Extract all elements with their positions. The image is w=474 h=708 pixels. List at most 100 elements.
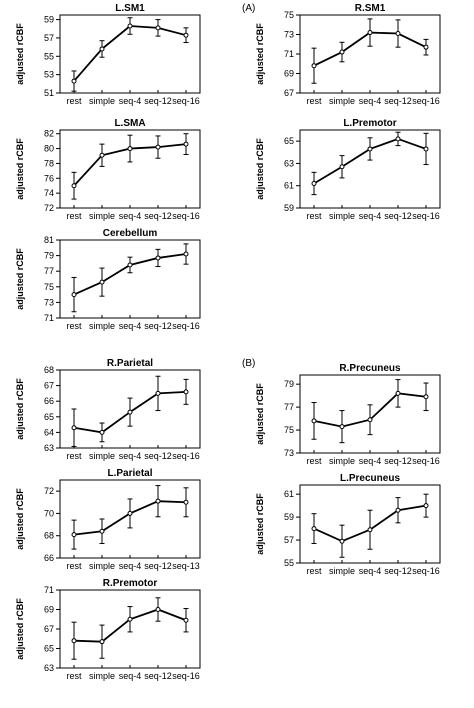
data-point [155, 144, 161, 150]
chart-title: R.Parietal [107, 358, 153, 369]
data-point [311, 418, 317, 424]
data-point [127, 616, 133, 622]
data-point [71, 425, 77, 431]
data-point [367, 30, 373, 36]
y-tick-label: 51 [44, 88, 54, 98]
chart-panel: L.SMA adjusted rCBF 72 74 76 78 80 82 rest simple… [0, 115, 230, 243]
y-tick-label: 66 [44, 553, 54, 563]
x-tick-label: simple [89, 671, 115, 681]
x-tick-label: seq-12 [144, 671, 172, 681]
x-tick-label: rest [306, 96, 322, 106]
chart-panel: R.Precuneus adjusted rCBF 73 75 77 79 rest simp… [240, 360, 470, 488]
x-tick-label: seq-16 [412, 211, 440, 221]
data-point [127, 510, 133, 516]
data-point [395, 31, 401, 37]
x-tick-label: rest [306, 456, 322, 466]
y-tick-label: 68 [44, 365, 54, 375]
chart-svg: R.SM1 adjusted rCBF 67 69 71 73 75 rest simple se… [255, 3, 441, 106]
plot-frame [59, 239, 201, 319]
data-point [367, 417, 373, 423]
x-tick-label: seq-4 [359, 456, 382, 466]
y-tick-label: 55 [284, 558, 294, 568]
data-point [127, 146, 133, 152]
data-point [99, 46, 105, 52]
y-tick-label: 63 [44, 663, 54, 673]
data-point [423, 44, 429, 50]
y-tick-label: 75 [284, 10, 294, 20]
y-tick-label: 72 [44, 203, 54, 213]
data-point [423, 503, 429, 509]
y-tick-label: 59 [44, 15, 54, 25]
data-point [127, 262, 133, 268]
x-tick-label: rest [66, 451, 82, 461]
y-tick-label: 66 [44, 396, 54, 406]
y-tick-label: 76 [44, 173, 54, 183]
chart-svg: L.SMA adjusted rCBF 72 74 76 78 80 82 rest simple… [15, 118, 201, 221]
y-tick-label: 53 [44, 70, 54, 80]
data-point [339, 49, 345, 55]
data-point [99, 279, 105, 285]
y-tick-label: 61 [284, 181, 294, 191]
y-tick-label: 65 [284, 136, 294, 146]
data-point [395, 136, 401, 142]
data-point [183, 251, 189, 257]
x-tick-label: seq-4 [359, 96, 382, 106]
y-tick-label: 57 [284, 535, 294, 545]
y-tick-label: 67 [284, 88, 294, 98]
data-point [155, 498, 161, 504]
y-tick-label: 73 [284, 30, 294, 40]
x-tick-label: seq-12 [384, 456, 412, 466]
x-tick-label: seq-4 [119, 321, 142, 331]
chart-svg: L.Parietal adjusted rCBF 66 68 70 72 rest simpl… [15, 468, 201, 571]
data-point [339, 164, 345, 170]
data-point [71, 638, 77, 644]
y-tick-label: 63 [284, 158, 294, 168]
y-axis-label: adjusted rCBF [255, 23, 265, 85]
y-tick-label: 65 [44, 412, 54, 422]
data-point [339, 538, 345, 544]
x-tick-label: seq-12 [144, 451, 172, 461]
chart-title: L.SM1 [115, 3, 145, 14]
data-point [71, 292, 77, 298]
data-point [99, 152, 105, 158]
y-tick-label: 71 [44, 313, 54, 323]
data-point [183, 617, 189, 623]
y-tick-label: 79 [284, 379, 294, 389]
y-axis-label: adjusted rCBF [15, 23, 25, 85]
data-point [183, 499, 189, 505]
chart-svg: L.Precuneus adjusted rCBF 55 57 59 61 rest simp… [255, 473, 441, 576]
chart-panel: L.SM1 adjusted rCBF 51 53 55 57 59 rest simple se… [0, 0, 230, 128]
chart-title: R.SM1 [355, 3, 386, 14]
y-tick-label: 69 [44, 605, 54, 615]
chart-title: L.SMA [114, 118, 145, 129]
y-tick-label: 81 [44, 235, 54, 245]
data-point [311, 180, 317, 186]
y-axis-label: adjusted rCBF [15, 248, 25, 310]
y-axis-label: adjusted rCBF [255, 138, 265, 200]
y-tick-label: 57 [44, 33, 54, 43]
data-point [127, 409, 133, 415]
data-point [99, 528, 105, 534]
data-point [99, 639, 105, 645]
y-axis-label: adjusted rCBF [15, 598, 25, 660]
chart-svg: R.Precuneus adjusted rCBF 73 75 77 79 rest simp… [255, 363, 441, 466]
section-label-b: (B) [242, 358, 256, 369]
x-tick-label: seq-16 [172, 211, 200, 221]
x-tick-label: rest [66, 561, 82, 571]
x-tick-label: simple [89, 211, 115, 221]
y-axis-label: adjusted rCBF [255, 383, 265, 445]
x-tick-label: seq-12 [384, 211, 412, 221]
x-tick-label: seq-16 [412, 566, 440, 576]
data-point [71, 532, 77, 538]
y-tick-label: 80 [44, 144, 54, 154]
x-tick-label: seq-4 [119, 96, 142, 106]
y-tick-label: 75 [44, 282, 54, 292]
y-tick-label: 73 [284, 448, 294, 458]
y-tick-label: 74 [44, 188, 54, 198]
chart-title: L.Precuneus [340, 473, 400, 484]
y-tick-label: 67 [44, 624, 54, 634]
data-point [423, 394, 429, 400]
data-point [183, 389, 189, 395]
